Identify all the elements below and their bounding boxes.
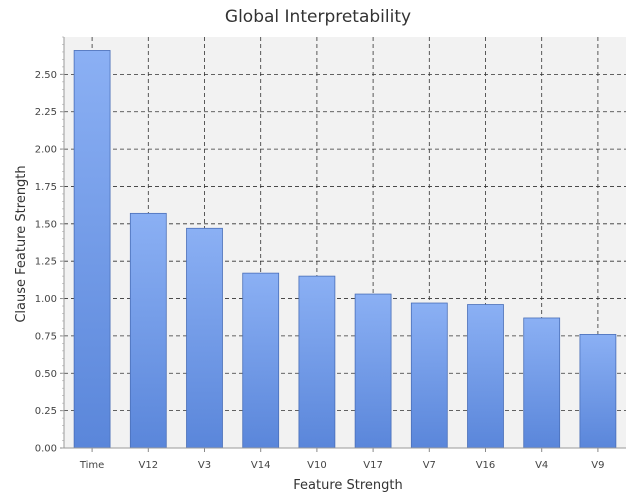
chart-title: Global Interpretability [225,7,411,27]
x-tick-label: V3 [198,460,211,471]
y-tick-label: 2.25 [35,107,57,118]
y-axis-label: Clause Feature Strength [14,165,29,322]
x-tick-label: V4 [535,460,548,471]
y-tick-label: 0.00 [35,444,57,455]
y-tick-label: 1.50 [35,219,57,230]
x-tick-label: V9 [591,460,604,471]
y-tick-label: 1.25 [35,257,57,268]
bars-group [73,50,617,449]
y-tick-label: 2.00 [35,145,57,156]
bar-v12 [129,212,167,449]
y-tick-label: 0.50 [35,369,57,380]
y-tick-label: 1.75 [35,182,57,193]
bar-v14 [242,272,280,449]
x-tick-label: V12 [139,460,159,471]
y-tick-label: 0.75 [35,331,57,342]
y-tick-label: 2.50 [35,70,57,81]
x-tick-labels: Time V12 V3 V14 V10 V17 V7 V16 V4 V9 [79,460,605,471]
bar-v7 [410,302,448,449]
y-tick-label: 1.00 [35,294,57,305]
y-tick-labels: 0.00 0.25 0.50 0.75 1.00 1.25 1.50 1.75 2.00 2.25… [35,70,57,455]
x-tick-label: V16 [476,460,496,471]
bar-v9 [579,334,617,449]
bar-v17 [354,293,392,449]
x-tick-label: V17 [363,460,383,471]
x-tick-label: V7 [423,460,436,471]
x-tick-label: Time [79,460,104,471]
bar-v16 [467,304,504,449]
bar-v3 [186,227,223,449]
bar-v10 [298,275,336,449]
axes-group [60,36,626,452]
x-axis-label: Feature Strength [293,478,403,493]
x-tick-label: V14 [251,460,271,471]
bar-v4 [523,317,561,449]
bar-time [73,50,111,449]
x-tick-label: V10 [307,460,327,471]
y-tick-label: 0.25 [35,406,57,417]
